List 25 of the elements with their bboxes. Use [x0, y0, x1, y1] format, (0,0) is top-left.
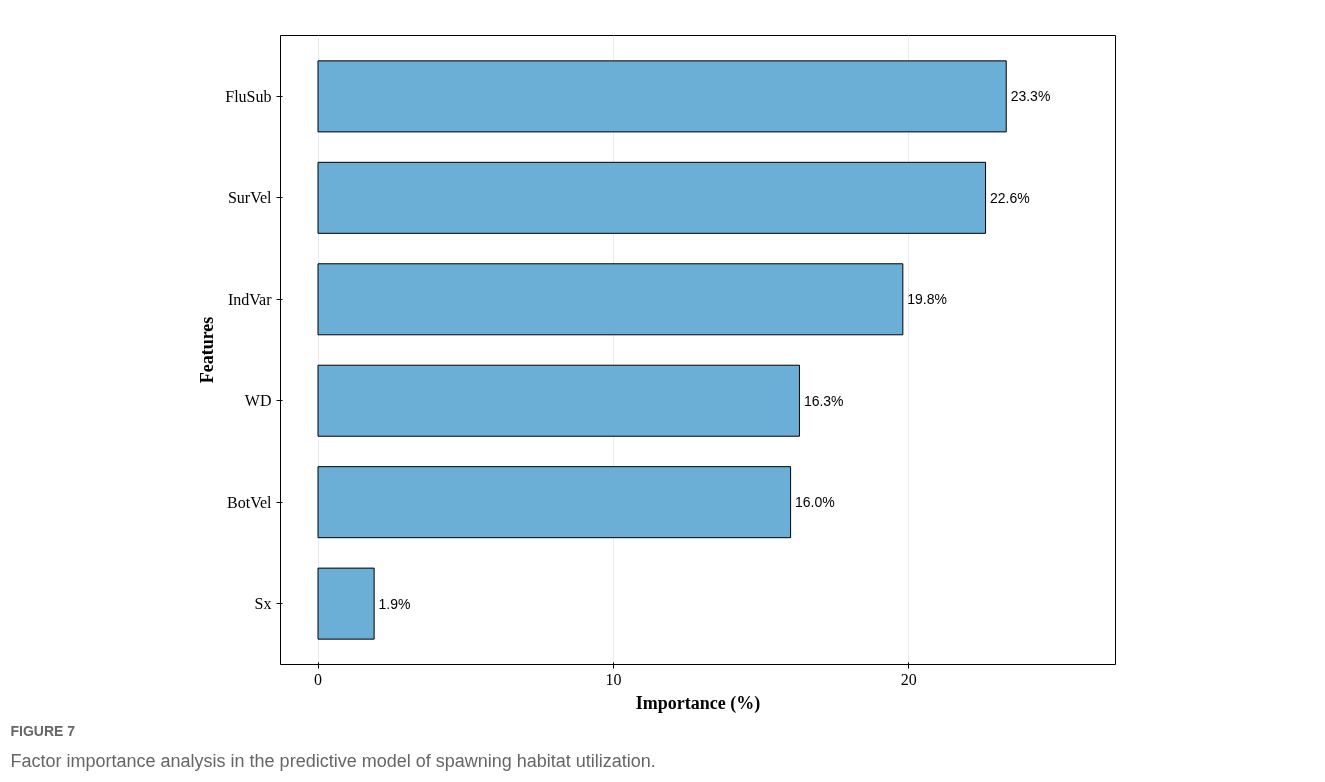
x-tick-label: 10	[605, 670, 622, 688]
data-label: 23.3%	[1010, 88, 1051, 105]
x-tick-label: 20	[900, 670, 917, 688]
bar	[317, 161, 987, 234]
x-axis-title: Importance (%)	[635, 692, 761, 714]
y-tick-label: Sx	[254, 595, 272, 613]
y-tick-label: IndVar	[227, 290, 273, 308]
text: Factor importance analysis in the predictive model of spawning habitat utilization.	[10, 750, 656, 771]
bar	[317, 60, 1007, 133]
y-tick-label: WD	[244, 392, 272, 410]
caption: FIGURE 7	[10, 722, 76, 739]
data-label: 22.6%	[989, 189, 1030, 206]
data-label: 19.8%	[907, 291, 947, 308]
y-axis-title: Features	[197, 316, 218, 384]
data-label: 1.9%	[378, 595, 411, 612]
y-tick-label: BotVel	[227, 493, 273, 511]
data-label: 16.3%	[803, 392, 844, 409]
bar	[317, 466, 792, 539]
y-tick-label: SurVel	[227, 189, 273, 207]
data-label: 16.0%	[795, 494, 835, 511]
bar	[317, 364, 800, 437]
bar	[317, 263, 904, 336]
bar	[317, 567, 375, 640]
y-tick-label: FluSub	[225, 87, 272, 105]
x-tick-label: 0	[314, 670, 323, 688]
